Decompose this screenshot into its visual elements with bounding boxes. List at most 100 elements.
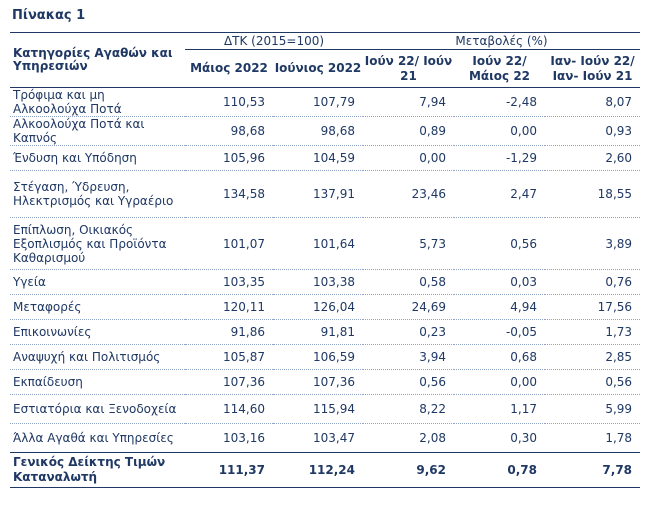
table-row: Άλλα Αγαθά και Υπηρεσίες 103,16 103,47 2… (10, 423, 641, 453)
cell-value: 115,94 (273, 394, 363, 424)
cell-value: 103,16 (185, 423, 273, 453)
table-row: Εκπαίδευση 107,36 107,36 0,56 0,00 0,56 (10, 369, 641, 395)
cell-value: 0,56 (454, 217, 545, 270)
table-caption: Πίνακας 1 (12, 8, 86, 23)
row-label: Αναψυχή και Πολιτισμός (10, 344, 185, 370)
cell-value: 8,07 (545, 87, 641, 117)
total-value: 112,24 (273, 452, 363, 488)
cpi-table: Κατηγορίες Αγαθών και Υπηρεσιών ΔΤΚ (201… (10, 32, 641, 488)
table-row: Εστιατόρια και Ξενοδοχεία 114,60 115,94 … (10, 394, 641, 424)
cell-value: 0,56 (545, 369, 641, 395)
cell-value: 5,73 (363, 217, 454, 270)
cell-value: 0,89 (363, 116, 454, 146)
cell-value: 2,85 (545, 344, 641, 370)
cell-value: 24,69 (363, 294, 454, 320)
row-label: Εστιατόρια και Ξενοδοχεία (10, 394, 185, 424)
table-row: Υγεία 103,35 103,38 0,58 0,03 0,76 (10, 269, 641, 295)
cell-value: 1,73 (545, 319, 641, 345)
cell-value: 18,55 (545, 170, 641, 218)
cell-value: 103,47 (273, 423, 363, 453)
cell-value: 1,78 (545, 423, 641, 453)
total-value: 111,37 (185, 452, 273, 488)
table-row: Επίπλωση, Οικιακός Εξοπλισμός και Προϊόν… (10, 217, 641, 270)
cell-value: 105,96 (185, 145, 273, 171)
row-label: Επίπλωση, Οικιακός Εξοπλισμός και Προϊόν… (10, 217, 185, 270)
cell-value: 7,94 (363, 87, 454, 117)
total-label: Γενικός Δείκτης Τιμών Καταναλωτή (10, 452, 185, 488)
cell-value: 98,68 (185, 116, 273, 146)
row-label: Επικοινωνίες (10, 319, 185, 345)
cell-value: -2,48 (454, 87, 545, 117)
table-row: Επικοινωνίες 91,86 91,81 0,23 -0,05 1,73 (10, 319, 641, 345)
row-label: Ένδυση και Υπόδηση (10, 145, 185, 171)
cell-value: 91,81 (273, 319, 363, 345)
table-row: Αλκοολούχα Ποτά και Καπνός 98,68 98,68 0… (10, 116, 641, 146)
cell-value: 0,56 (363, 369, 454, 395)
cell-value: 137,91 (273, 170, 363, 218)
row-label: Μεταφορές (10, 294, 185, 320)
cell-value: 134,58 (185, 170, 273, 218)
cell-value: 120,11 (185, 294, 273, 320)
column-header: Ιούν 22/ Ιούν 21 (363, 49, 454, 88)
cell-value: 0,00 (454, 369, 545, 395)
cell-value: 0,68 (454, 344, 545, 370)
cell-value: 8,22 (363, 394, 454, 424)
cell-value: 2,60 (545, 145, 641, 171)
cell-value: 98,68 (273, 116, 363, 146)
cell-value: 2,08 (363, 423, 454, 453)
total-value: 9,62 (363, 452, 454, 488)
total-value: 0,78 (454, 452, 545, 488)
cell-value: 0,00 (363, 145, 454, 171)
cell-value: 0,93 (545, 116, 641, 146)
row-label: Στέγαση, Ύδρευση, Ηλεκτρισμός και Υγραέρ… (10, 170, 185, 218)
cell-value: 0,30 (454, 423, 545, 453)
row-label: Τρόφιμα και μη Αλκοολούχα Ποτά (10, 87, 185, 117)
cell-value: 104,59 (273, 145, 363, 171)
row-label: Αλκοολούχα Ποτά και Καπνός (10, 116, 185, 146)
total-value: 7,78 (545, 452, 641, 488)
column-header: Ιούνιος 2022 (273, 49, 363, 88)
cell-value: 105,87 (185, 344, 273, 370)
cell-value: 0,76 (545, 269, 641, 295)
cell-value: 0,58 (363, 269, 454, 295)
category-header: Κατηγορίες Αγαθών και Υπηρεσιών (10, 32, 185, 88)
cell-value: 107,36 (273, 369, 363, 395)
cell-value: 5,99 (545, 394, 641, 424)
cell-value: 126,04 (273, 294, 363, 320)
cell-value: -1,29 (454, 145, 545, 171)
cell-value: 107,36 (185, 369, 273, 395)
column-header: Ιούν 22/ Μάιος 22 (454, 49, 545, 88)
cell-value: 101,64 (273, 217, 363, 270)
total-row: Γενικός Δείκτης Τιμών Καταναλωτή 111,37 … (10, 452, 641, 488)
cell-value: 17,56 (545, 294, 641, 320)
cell-value: 106,59 (273, 344, 363, 370)
cell-value: 3,89 (545, 217, 641, 270)
cell-value: 91,86 (185, 319, 273, 345)
column-header: Ιαν- Ιούν 22/ Ιαν- Ιούν 21 (545, 49, 641, 88)
cell-value: 101,07 (185, 217, 273, 270)
row-label: Υγεία (10, 269, 185, 295)
change-group-header: Μεταβολές (%) (363, 32, 641, 50)
column-header: Μάιος 2022 (185, 49, 273, 88)
cell-value: 0,00 (454, 116, 545, 146)
cell-value: 1,17 (454, 394, 545, 424)
cell-value: 23,46 (363, 170, 454, 218)
index-group-header: ΔΤΚ (2015=100) (185, 32, 363, 50)
cell-value: 3,94 (363, 344, 454, 370)
table-row: Αναψυχή και Πολιτισμός 105,87 106,59 3,9… (10, 344, 641, 370)
row-label: Άλλα Αγαθά και Υπηρεσίες (10, 423, 185, 453)
row-label: Εκπαίδευση (10, 369, 185, 395)
table-row: Ένδυση και Υπόδηση 105,96 104,59 0,00 -1… (10, 145, 641, 171)
cell-value: 2,47 (454, 170, 545, 218)
cell-value: 103,38 (273, 269, 363, 295)
cell-value: 114,60 (185, 394, 273, 424)
cell-value: 0,03 (454, 269, 545, 295)
table-row: Στέγαση, Ύδρευση, Ηλεκτρισμός και Υγραέρ… (10, 170, 641, 218)
cell-value: 4,94 (454, 294, 545, 320)
cell-value: 110,53 (185, 87, 273, 117)
table-row: Τρόφιμα και μη Αλκοολούχα Ποτά 110,53 10… (10, 87, 641, 117)
cell-value: 0,23 (363, 319, 454, 345)
cell-value: 107,79 (273, 87, 363, 117)
cell-value: -0,05 (454, 319, 545, 345)
